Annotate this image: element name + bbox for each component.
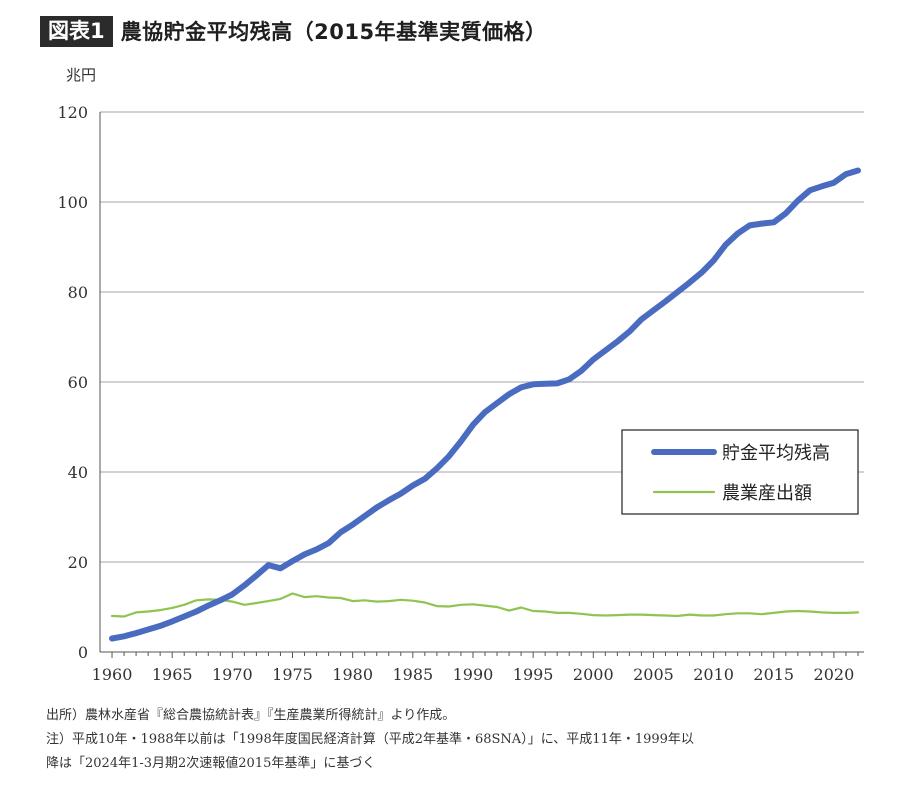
series-line-agricultural-output	[110, 592, 860, 618]
x-tick-label: 1985	[392, 665, 433, 684]
x-tick-label: 1975	[272, 665, 313, 684]
footnotes: 出所）農林水産省『総合農協統計表』『生産農業所得統計』より作成。 注）平成10年…	[46, 704, 886, 776]
legend-label: 貯金平均残高	[722, 443, 830, 464]
series-layer	[109, 167, 861, 642]
y-tick-label: 100	[57, 193, 88, 212]
axes: 0 20 40 60 80 100 120 1960 1965 1970 1975 1980 1985 1…	[57, 103, 864, 684]
series-line-savings-balance	[109, 167, 861, 642]
x-tick-label: 2020	[814, 665, 855, 684]
y-tick-label: 0	[78, 643, 88, 662]
line-chart: 0 20 40 60 80 100 120 1960 1965 1970 1975 1980 1985 1…	[57, 66, 864, 684]
figure-badge: 図表1	[40, 15, 113, 47]
x-tick-label: 2015	[753, 665, 794, 684]
x-tick-label: 1960	[92, 665, 133, 684]
x-tick-label: 2010	[693, 665, 734, 684]
x-tick-label: 1980	[332, 665, 373, 684]
y-tick-label: 20	[68, 553, 88, 572]
y-unit-label: 兆円	[66, 66, 96, 84]
source-note: 出所）農林水産省『総合農協統計表』『生産農業所得統計』より作成。	[46, 708, 456, 723]
y-tick-label: 80	[68, 283, 88, 302]
x-tick-label: 1970	[212, 665, 253, 684]
x-tick-label: 1995	[513, 665, 554, 684]
legend-box	[621, 429, 859, 515]
x-tick-label: 1965	[152, 665, 193, 684]
y-tick-label: 120	[57, 103, 88, 122]
y-tick-label: 60	[68, 373, 88, 392]
x-tick-label: 1990	[453, 665, 494, 684]
x-tick-label: 2000	[573, 665, 614, 684]
method-note-line2: 降は「2024年1-3月期2次速報値2015年基準」に基づく	[46, 756, 376, 771]
legend-label: 農業産出額	[722, 483, 812, 504]
figure-title: 農協貯金平均残高（2015年基準実質価格）	[120, 20, 547, 44]
y-tick-label: 40	[68, 463, 88, 482]
grid-lines	[100, 111, 864, 563]
method-note-line1: 注）平成10年・1988年以前は「1998年度国民経済計算（平成2年基準・68S…	[46, 732, 694, 747]
figure-title-row: 図表1 農協貯金平均残高（2015年基準実質価格）	[40, 14, 547, 48]
x-tick-label: 2005	[633, 665, 674, 684]
